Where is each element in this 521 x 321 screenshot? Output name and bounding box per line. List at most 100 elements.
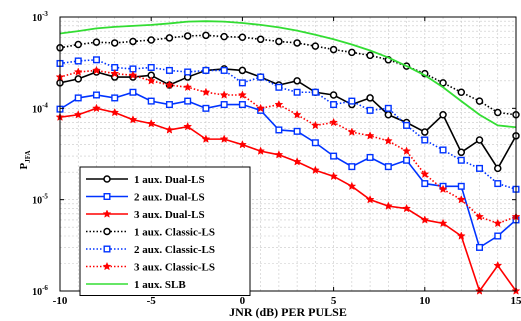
data-point: [184, 97, 192, 105]
legend: 1 aux. Dual-LS 2 aux. Dual-LS 3 aux. Dual-…: [79, 166, 251, 296]
data-point: [275, 126, 283, 134]
series-line: [59, 69, 517, 225]
y-tick-label: 10-3: [32, 10, 48, 24]
data-point: [238, 66, 247, 75]
data-point: [384, 163, 392, 171]
data-point: [92, 38, 101, 46]
data-point: [219, 90, 229, 99]
data-point: [292, 157, 302, 166]
series-line: [59, 34, 517, 116]
data-point: [383, 136, 393, 145]
data-point: [293, 127, 301, 135]
data-point: [274, 99, 284, 109]
legend-label: 2 aux. Classic-LS: [134, 244, 215, 256]
legend-marker: [103, 192, 111, 200]
data-point: [92, 65, 101, 75]
x-tick-label: -5: [147, 295, 157, 307]
data-point: [165, 125, 174, 134]
data-point: [494, 180, 502, 188]
legend-marker: [103, 245, 111, 253]
data-point: [74, 57, 82, 65]
series-1: [56, 65, 520, 173]
data-point: [183, 32, 192, 40]
legend-marker: [102, 261, 112, 271]
data-point: [366, 94, 374, 102]
data-point: [347, 181, 357, 191]
data-point: [293, 77, 301, 85]
data-point: [457, 156, 465, 164]
data-point: [456, 195, 466, 204]
data-point: [329, 45, 338, 54]
data-point: [475, 136, 484, 144]
data-point: [457, 182, 465, 190]
data-point: [438, 184, 448, 194]
data-point: [256, 146, 266, 155]
data-point: [348, 97, 356, 105]
x-axis-label: JNR (dB) PER PULSE: [229, 305, 347, 319]
data-point: [220, 101, 228, 109]
data-point: [202, 66, 210, 74]
y-tick-label: 10-6: [32, 284, 48, 298]
data-point: [330, 101, 338, 109]
series-2: [56, 88, 520, 251]
legend-marker: [103, 227, 111, 236]
data-point: [365, 195, 375, 204]
data-point: [457, 148, 466, 157]
data-point: [329, 91, 338, 99]
data-point: [311, 88, 319, 96]
data-point: [110, 39, 119, 47]
legend-label: 1 aux. Classic-LS: [134, 227, 215, 239]
x-tick-label: 0: [240, 295, 246, 307]
data-point: [366, 106, 374, 114]
legend-label: 1 aux. Dual-LS: [134, 174, 205, 186]
data-point: [74, 94, 82, 102]
legend-marker: [103, 175, 111, 183]
legend-item: 2 aux. Dual-LS: [86, 192, 205, 204]
data-point: [348, 163, 356, 171]
data-point: [165, 101, 173, 109]
data-point: [421, 128, 429, 136]
data-point: [274, 150, 284, 159]
data-point: [74, 75, 82, 83]
data-point: [201, 134, 211, 143]
data-point: [439, 79, 447, 87]
data-point: [293, 88, 301, 96]
y-axis-label-sub: JFA: [24, 150, 32, 162]
data-point: [329, 117, 339, 127]
y-tick-label: 10-4: [32, 101, 48, 115]
data-point: [256, 35, 265, 44]
y-axis-label: PJFA: [18, 150, 32, 169]
series-7: [59, 20, 517, 129]
data-point: [311, 42, 320, 50]
data-point: [129, 88, 137, 96]
data-point: [238, 79, 246, 87]
data-point: [384, 111, 393, 119]
data-point: [494, 108, 502, 117]
data-point: [202, 104, 210, 112]
data-point: [403, 156, 411, 164]
data-point: [384, 104, 392, 112]
legend-item: 1 aux. SLB: [86, 279, 186, 291]
data-point: [110, 68, 120, 78]
data-point: [456, 231, 466, 240]
data-point: [92, 91, 100, 99]
data-point: [493, 218, 503, 228]
data-point: [147, 63, 155, 71]
legend-label: 3 aux. Dual-LS: [134, 209, 205, 221]
data-point: [476, 164, 484, 172]
legend-item: 2 aux. Classic-LS: [86, 244, 215, 256]
series-line: [59, 20, 517, 129]
data-point: [421, 180, 429, 188]
data-point: [329, 171, 339, 181]
data-point: [183, 82, 193, 92]
legend-item: 3 aux. Classic-LS: [86, 262, 215, 274]
data-point: [220, 66, 228, 74]
data-point: [256, 103, 266, 113]
data-point: [310, 165, 320, 174]
data-point: [402, 203, 411, 213]
data-point: [92, 56, 100, 64]
x-tick-label: -10: [53, 295, 68, 307]
data-point: [366, 51, 374, 60]
data-point: [311, 139, 319, 147]
data-point: [293, 39, 301, 47]
